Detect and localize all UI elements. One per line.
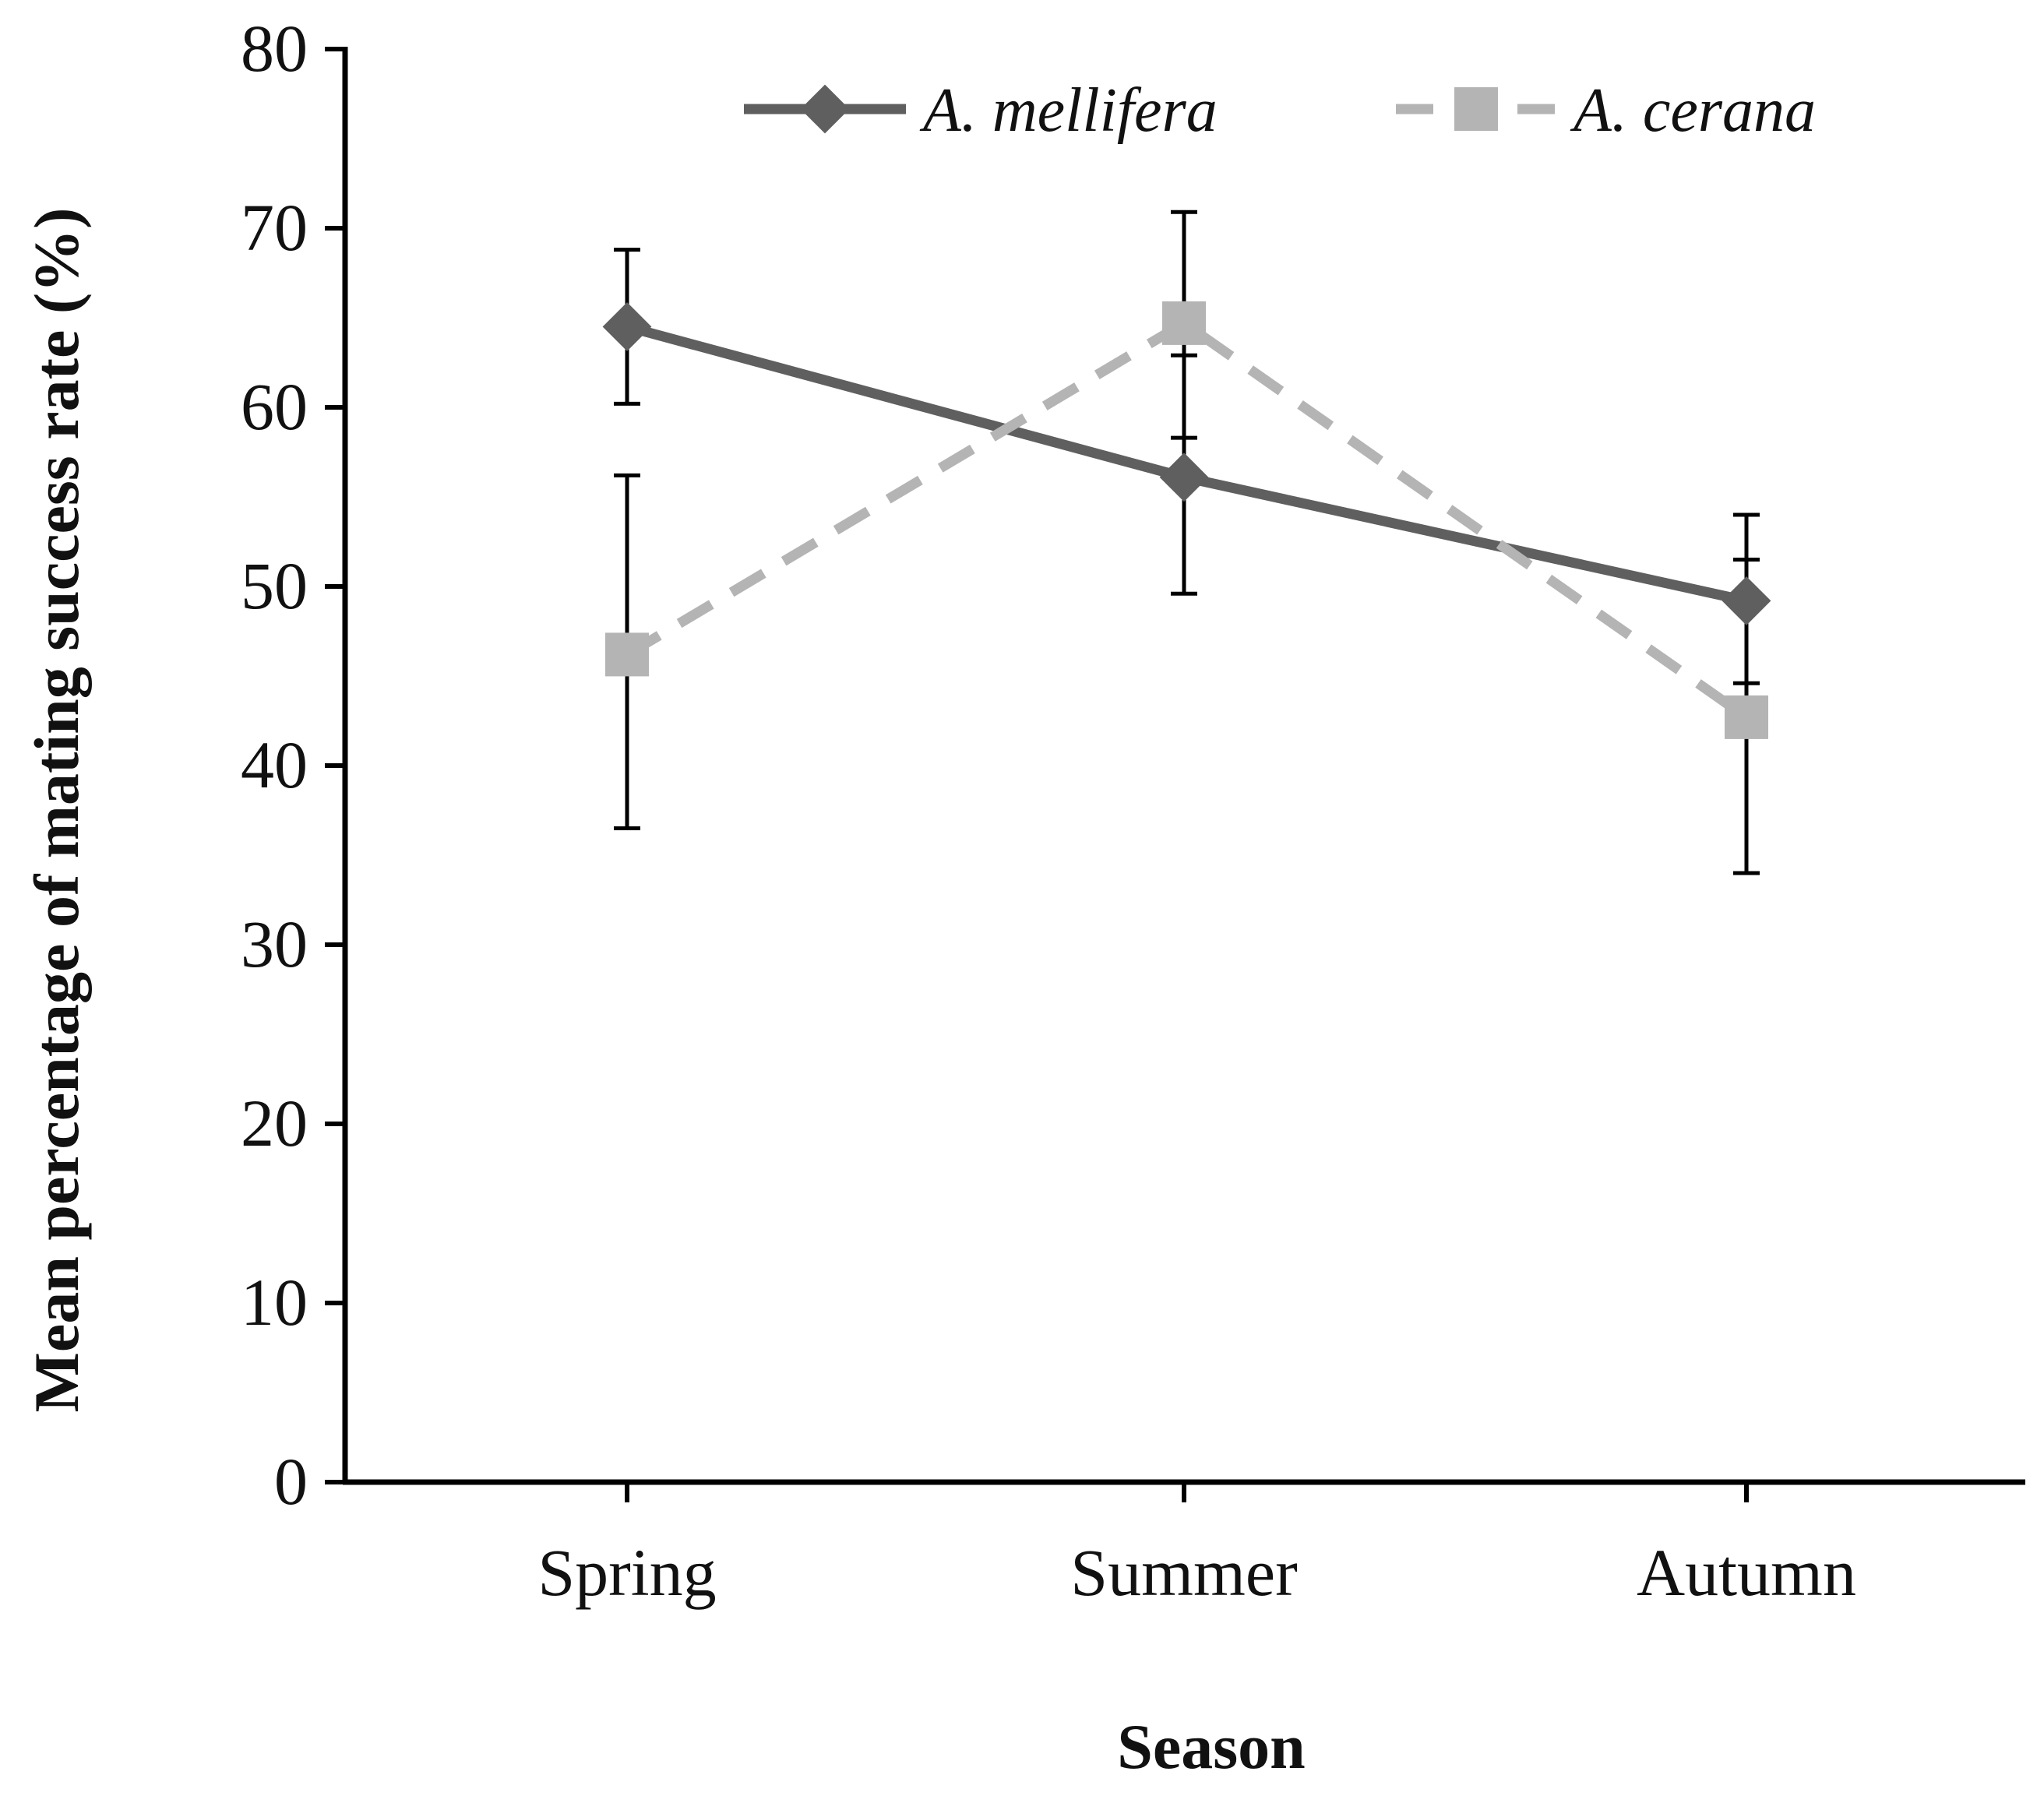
y-tick-label: 10 <box>241 1265 308 1340</box>
y-tick-label: 20 <box>241 1086 308 1160</box>
data-point <box>1162 301 1206 345</box>
data-point <box>1159 453 1209 502</box>
y-tick-label: 60 <box>241 369 308 444</box>
series-line-a-cerana <box>624 318 1750 722</box>
data-point <box>605 632 649 677</box>
data-point <box>1722 576 1771 625</box>
legend: A. mellifera A. cerana <box>744 76 1816 145</box>
axes <box>325 47 2025 1502</box>
x-tick-label: Spring <box>537 1535 716 1610</box>
legend-label: A. cerana <box>1570 76 1816 145</box>
y-axis-title: Mean percentage of mating success rate (… <box>21 208 92 1413</box>
y-tick-labels: 0 10 20 30 40 50 60 70 80 <box>241 11 308 1519</box>
x-tick-label: Summer <box>1070 1535 1297 1610</box>
legend-item: A. cerana <box>1396 76 1816 145</box>
legend-marker <box>800 84 850 134</box>
y-tick-label: 50 <box>241 548 308 623</box>
legend-marker <box>1454 87 1498 131</box>
legend-label: A. mellifera <box>919 76 1218 145</box>
y-tick-label: 80 <box>241 11 308 86</box>
y-tick-label: 30 <box>241 907 308 981</box>
y-tick-label: 70 <box>241 190 308 265</box>
y-tick-label: 40 <box>241 727 308 802</box>
data-point <box>602 302 652 351</box>
series-lines <box>624 318 1750 722</box>
x-tick-label: Autumn <box>1637 1535 1856 1610</box>
y-tick-label: 0 <box>274 1444 308 1519</box>
x-tick-labels: Spring Summer Autumn <box>537 1535 1856 1610</box>
legend-item: A. mellifera <box>744 76 1218 145</box>
data-point <box>1725 695 1768 739</box>
x-axis-title: Season <box>1117 1711 1306 1782</box>
series-markers <box>602 301 1771 739</box>
